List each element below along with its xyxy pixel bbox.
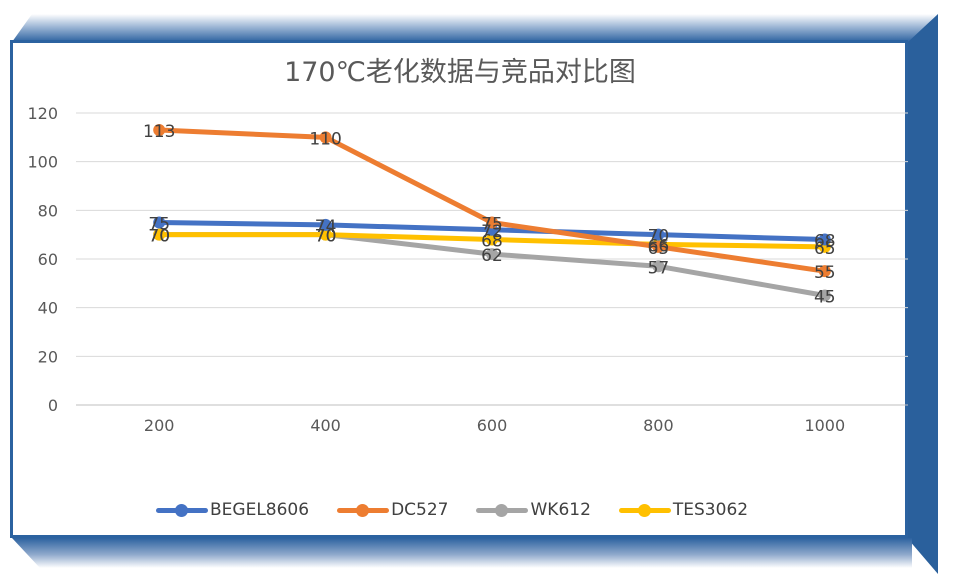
data-marker [818,233,831,246]
data-label: 68 [481,232,503,252]
chart-frame [10,40,908,538]
data-marker [818,289,831,302]
legend-label: TES3062 [672,500,749,520]
legend-item: TES3062 [618,500,749,520]
legend-line-marker-icon [337,503,390,517]
data-label: 110 [309,129,341,149]
data-marker [818,265,831,278]
y-tick-label: 0 [48,396,58,415]
data-marker [486,233,498,246]
frame-bevel-top [12,14,937,42]
data-label: 70 [648,227,670,247]
legend-line-marker-icon [156,503,208,517]
data-marker [652,240,665,253]
data-label: 57 [648,258,670,278]
x-tick-label: 400 [310,416,341,435]
data-label: 55 [814,263,836,283]
data-label: 65 [648,239,670,259]
data-label: 62 [481,246,503,266]
legend-item: BEGEL8606 [156,500,309,520]
data-label: 66 [648,236,670,256]
data-label: 70 [148,227,170,247]
chart-title: 170℃老化数据与竞品对比图 [284,57,636,88]
data-marker [319,228,332,241]
legend-label: BEGEL8606 [210,500,310,520]
y-tick-label: 80 [38,201,58,220]
data-marker [486,216,498,229]
legend-dot-icon [175,503,188,517]
legend-line-marker-icon [476,503,529,517]
data-marker [652,260,665,273]
data-marker [153,124,166,137]
data-label: 75 [481,215,503,235]
x-tick-label: 600 [477,416,508,435]
legend-dot-icon [637,503,651,517]
y-tick-label: 100 [27,153,58,172]
data-marker [153,228,166,241]
x-tick-label: 200 [144,416,175,435]
legend-line-marker-icon [618,503,671,517]
legend-label: DC527 [391,500,449,520]
y-tick-label: 60 [38,250,58,269]
data-marker [319,218,332,231]
data-label: 72 [481,222,503,242]
data-marker [153,216,166,229]
data-label: 70 [315,227,337,247]
data-label: 70 [315,227,337,247]
frame-bevel-right [908,14,938,574]
legend: BEGEL8606 DC527 WK612 TES3062 [156,500,776,520]
y-tick-label: 120 [27,104,58,123]
data-label: 113 [143,122,175,142]
data-label: 45 [814,288,836,308]
legend-item: DC527 [337,500,448,520]
data-marker [486,248,498,261]
frame-bevel-bottom [12,538,912,568]
data-marker [652,228,665,241]
y-tick-label: 40 [38,299,58,318]
legend-dot-icon [356,503,370,517]
legend-label: WK612 [530,500,591,520]
data-label: 70 [148,227,170,247]
data-label: 75 [148,215,170,235]
data-label: 65 [814,239,836,259]
data-label: 74 [315,217,337,237]
data-marker [319,131,332,144]
x-tick-label: 1000 [804,416,845,435]
y-tick-label: 20 [38,347,58,366]
legend-item: WK612 [476,500,591,520]
data-label: 68 [814,232,836,252]
legend-dot-icon [495,503,509,517]
x-tick-label: 800 [643,416,674,435]
